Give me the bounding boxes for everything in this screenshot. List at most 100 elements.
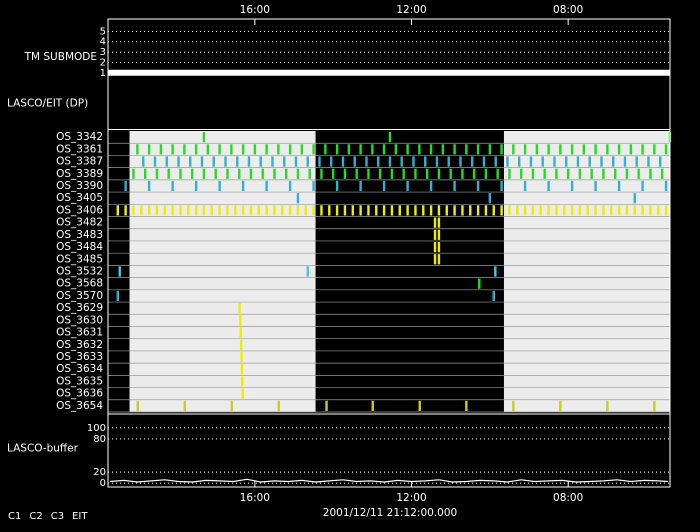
event-tick [394, 144, 398, 155]
row-label: OS_3634 [56, 363, 103, 375]
event-tick [224, 156, 227, 167]
event-tick [230, 144, 233, 155]
event-tick [437, 168, 441, 179]
event-tick [633, 205, 636, 216]
event-tick [367, 168, 370, 179]
y-tick-label: 0 [100, 478, 106, 489]
event-tick [664, 180, 668, 192]
shaded-interval [129, 131, 316, 412]
event-tick [359, 205, 362, 216]
event-tick [382, 180, 386, 192]
event-tick [320, 168, 323, 179]
event-tick [116, 290, 119, 302]
event-tick [288, 144, 292, 155]
event-tick [641, 205, 644, 216]
event-tick [633, 193, 636, 204]
event-tick [613, 168, 617, 179]
event-tick [602, 168, 605, 179]
event-tick [335, 205, 339, 216]
event-tick [257, 205, 260, 216]
shaded-interval [503, 131, 670, 412]
event-tick [406, 205, 409, 216]
event-tick [484, 205, 488, 216]
event-tick [355, 168, 358, 179]
event-tick [202, 168, 206, 179]
event-tick [453, 144, 456, 155]
event-tick [155, 205, 159, 216]
event-tick [412, 156, 415, 167]
event-tick [664, 205, 668, 216]
event-tick [353, 156, 356, 167]
timestamp: 2001/12/11 21:12:00.000 [323, 507, 457, 519]
event-tick [429, 180, 433, 192]
event-tick [657, 205, 660, 216]
event-tick [617, 144, 621, 155]
event-tick [625, 205, 629, 216]
event-tick [241, 180, 245, 192]
event-tick [163, 205, 166, 216]
event-tick [422, 205, 425, 216]
event-tick [202, 205, 206, 216]
event-tick [492, 290, 495, 302]
event-tick [124, 205, 127, 216]
event-tick [273, 168, 276, 179]
event-tick [390, 168, 394, 179]
event-tick [312, 180, 315, 192]
y-tick-label: 1 [100, 68, 106, 79]
event-tick [261, 168, 264, 179]
event-tick [183, 144, 186, 155]
event-tick [492, 205, 495, 216]
event-tick [240, 351, 243, 363]
event-tick [449, 168, 452, 179]
event-tick [660, 168, 664, 179]
event-tick [555, 168, 558, 179]
event-tick [296, 193, 300, 204]
event-tick [476, 205, 480, 216]
event-tick [570, 180, 574, 192]
event-tick [330, 156, 333, 167]
event-tick [284, 168, 288, 179]
event-tick [649, 168, 652, 179]
event-tick [594, 205, 597, 216]
event-tick [335, 144, 339, 155]
row-label: OS_3568 [56, 278, 103, 290]
event-tick [306, 156, 309, 167]
event-tick [629, 144, 633, 155]
event-tick [171, 205, 174, 216]
event-tick [641, 180, 644, 192]
event-tick [406, 144, 409, 155]
event-tick [136, 144, 139, 155]
event-tick [236, 156, 239, 167]
event-tick [335, 180, 339, 192]
event-tick [124, 180, 127, 192]
event-tick [312, 144, 315, 155]
event-tick [547, 205, 550, 216]
event-tick [465, 400, 468, 411]
event-tick [523, 144, 527, 155]
event-tick [649, 205, 652, 216]
event-tick [171, 180, 174, 192]
event-tick [578, 205, 582, 216]
event-tick [265, 180, 268, 192]
event-tick [476, 180, 480, 192]
event-tick [459, 156, 462, 167]
event-tick [230, 400, 233, 411]
event-tick [343, 205, 347, 216]
event-tick [496, 168, 499, 179]
x-tick-label: 08:00 [553, 4, 583, 16]
event-tick [565, 156, 568, 167]
event-tick [132, 205, 135, 216]
event-tick [382, 144, 386, 155]
event-tick [142, 156, 145, 167]
event-tick [259, 156, 262, 167]
event-tick [461, 168, 464, 179]
event-tick [559, 400, 562, 411]
event-tick [576, 156, 580, 167]
row-label: OS_3482 [56, 217, 103, 229]
event-tick [218, 180, 221, 192]
event-tick [226, 205, 229, 216]
event-tick [535, 144, 539, 155]
event-tick [488, 144, 492, 155]
event-tick [239, 315, 242, 326]
event-tick [512, 400, 515, 411]
